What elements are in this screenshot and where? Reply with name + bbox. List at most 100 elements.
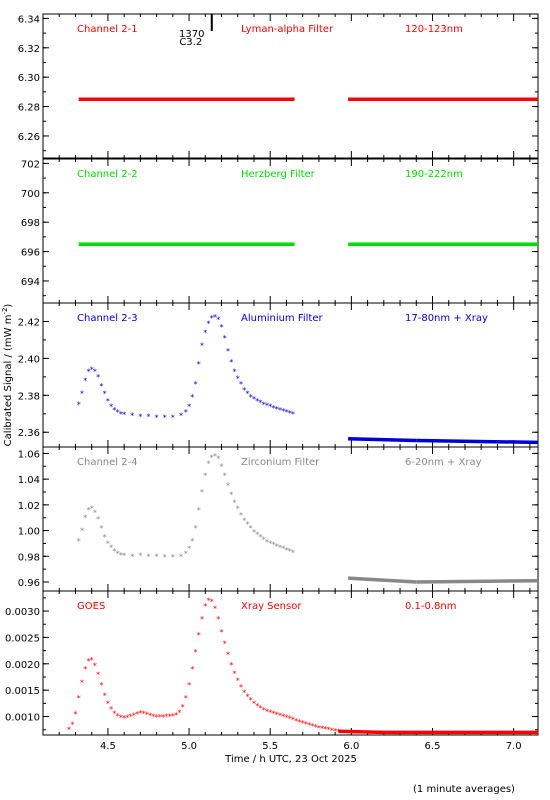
y-tick-label: 6.32 [18,44,40,55]
data-point: * [158,713,162,722]
panel-3: 2.36 2.38 2.40 2.42 Channel 2-3 Aluminium Fil… [18,302,539,448]
data-point: * [155,413,159,422]
data-point: * [119,410,123,419]
panel-label: Channel 2-4 [77,457,138,468]
data-point: * [233,669,237,678]
chart-panels: 6.26 6.28 6.30 6.32 6.34 Channel 2-1 Lyman-alp… [5,13,539,736]
x-tick-label: 4.5 [100,741,116,752]
data-point: * [203,471,207,480]
data-point: * [73,710,77,719]
data-point: * [223,471,227,480]
data-point: * [265,707,269,716]
data-point: * [330,726,334,735]
panel-label: Channel 2-1 [77,24,138,35]
data-point: * [252,528,256,537]
data-point: * [229,661,233,670]
data-point: * [249,696,253,705]
data-point: * [294,717,298,726]
data-point: * [161,713,165,722]
data-point: * [226,650,230,659]
data-point: * [116,408,120,417]
data-point: * [171,712,175,721]
data-point: * [275,710,279,719]
data-point: * [281,713,285,722]
data-point: * [70,720,74,729]
data-point: * [220,462,224,471]
x-axis: 4.5 5.0 5.5 6.0 6.5 7.0 [100,741,522,752]
y-axis-title-text: Calibrated Signal / (mW m [3,315,14,447]
data-point: * [271,541,275,550]
data-point: * [174,711,178,720]
data-point: * [333,727,337,736]
y-tick-label: 6.26 [18,132,40,143]
data-point: * [116,712,120,721]
data-point: * [96,515,100,524]
data-point: * [223,334,227,343]
data-point: * [320,725,324,734]
data-point: * [245,692,249,701]
footnote: (1 minute averages) [413,784,515,795]
data-point: * [255,702,259,711]
data-point: * [288,409,292,418]
data-point: * [190,537,194,546]
flare-marker-id: 1370 [179,29,204,40]
y-tick-label: 2.42 [18,317,40,328]
x-tick-label: 5.0 [181,741,197,752]
data-point: * [86,367,90,376]
data-point: * [77,537,81,546]
data-point: * [163,553,167,562]
data-point: * [190,393,194,402]
panel-label: Lyman-alpha Filter [241,24,334,35]
data-point: * [249,393,253,402]
data-point: * [146,413,150,422]
data-point: * [297,718,301,727]
data-point: * [258,399,262,408]
flare-marker: 1370 C3.2 [179,14,213,48]
x-axis-title: Time / h UTC, 23 Oct 2025 [224,754,357,765]
panel-label: 6-20nm + Xray [405,457,482,468]
data-point: * [109,705,113,714]
data-point: * [216,455,220,464]
data-point: * [179,552,183,561]
data-point: * [275,542,279,551]
data-point: * [258,533,262,542]
data-point: * [122,411,126,420]
data-point: * [226,347,230,356]
data-point: * [229,358,233,367]
panel-4: 0.96 0.98 1.00 1.02 1.04 1.06 Channel 2-4 Zirco… [18,446,539,592]
data-point: * [145,710,149,719]
data-point: * [138,413,142,422]
data-point: * [181,703,185,712]
data-point: * [236,505,240,514]
panel-label: Channel 2-3 [77,313,138,324]
data-point: * [291,548,295,557]
data-point: * [216,316,220,325]
data-point: * [233,498,237,507]
data-point: * [197,506,201,515]
data-point: * [271,709,275,718]
x-tick-label: 6.0 [343,741,359,752]
data-point: * [278,711,282,720]
data-point: * [179,412,183,421]
data-point: * [216,615,220,624]
y-tick-label: 2.36 [18,428,40,439]
data-point: * [200,488,204,497]
x-tick-label: 7.0 [506,741,522,752]
y-tick-label: 1.06 [18,449,40,460]
data-point: * [168,713,172,722]
data-point: * [171,413,175,422]
data-point: * [200,615,204,624]
data-point: * [258,704,262,713]
data-point: * [281,407,285,416]
data-point: * [291,716,295,725]
data-point: * [90,656,94,665]
panel-2: 694 696 698 700 702 Channel 2-2 Herzberg Filte… [21,158,539,304]
data-point: * [239,511,243,520]
data-point: * [288,715,292,724]
data-point: * [148,711,152,720]
data-point: * [262,706,266,715]
data-point: * [106,397,110,406]
data-point: * [77,694,81,703]
y-tick-label: 0.0030 [5,607,40,618]
